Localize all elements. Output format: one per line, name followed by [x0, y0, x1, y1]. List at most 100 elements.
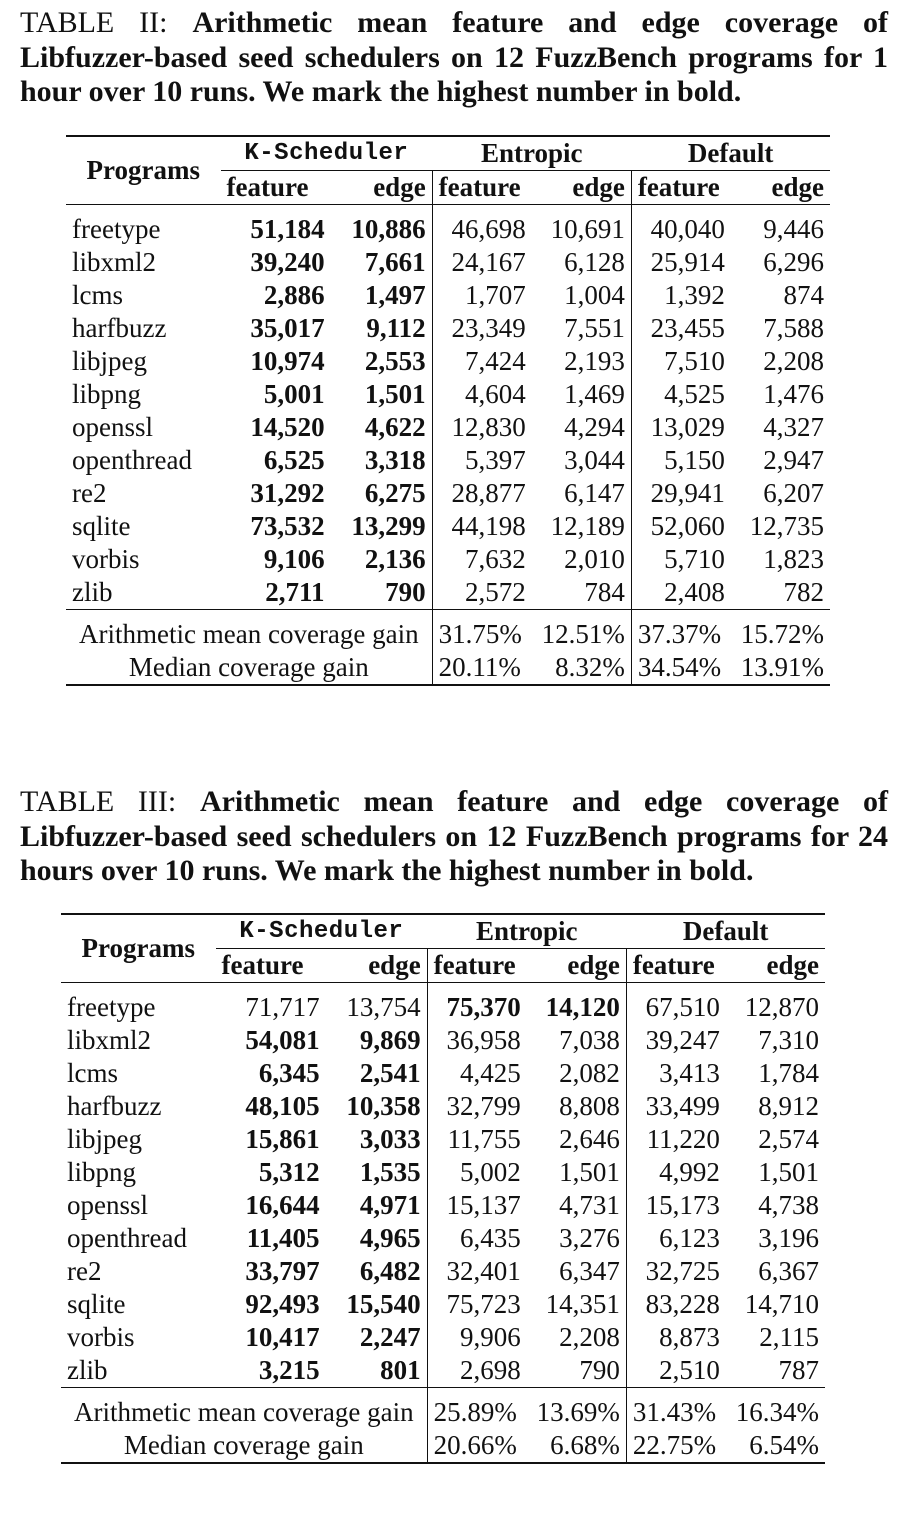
feature-value: 23,349 — [431, 312, 532, 345]
edge-value: 6,296 — [763, 247, 824, 277]
edge-value: 6,147 — [564, 478, 625, 508]
feature-value: 16,644 — [245, 1190, 320, 1220]
feature-value: 6,525 — [263, 445, 325, 475]
feature-value: 3,413 — [625, 1057, 726, 1090]
feature-gain: 20.11% — [431, 651, 532, 686]
feature-value: 54,081 — [245, 1025, 320, 1055]
feature-value: 14,520 — [250, 412, 325, 442]
edge-value: 12,189 — [550, 511, 625, 541]
edge-value: 784 — [531, 576, 632, 610]
edge-value: 6,207 — [763, 478, 824, 508]
group-header-default: Default — [631, 135, 830, 171]
sub-header-feature: feature — [625, 948, 726, 983]
feature-value: 67,510 — [625, 991, 726, 1024]
feature-value: 2,886 — [263, 280, 325, 310]
feature-value: 24,167 — [431, 246, 532, 279]
feature-value: 5,710 — [630, 543, 731, 576]
group-header-default: Default — [626, 913, 825, 949]
feature-value: 52,060 — [630, 510, 731, 543]
feature-value: 83,228 — [625, 1288, 726, 1321]
sub-header-feature: feature — [426, 948, 527, 983]
edge-gain: 12.51% — [541, 619, 625, 649]
summary-row: Arithmetic mean coverage gain 25.89% 13.69… — [61, 1396, 825, 1429]
edge-gain: 6.68% — [526, 1429, 627, 1464]
feature-value: 1,707 — [431, 279, 532, 312]
feature-value: 32,725 — [625, 1255, 726, 1288]
edge-value: 2,947 — [763, 445, 824, 475]
feature-value: 29,941 — [630, 477, 731, 510]
edge-value: 787 — [725, 1354, 825, 1388]
program-name: sqlite — [67, 1289, 126, 1319]
feature-value: 11,755 — [426, 1123, 527, 1156]
edge-value: 874 — [783, 280, 825, 310]
edge-value: 2,553 — [364, 346, 426, 376]
table-row: libxml2 54,081 9,869 36,958 7,038 39,247 7,310 — [61, 1024, 825, 1057]
edge-value: 801 — [325, 1354, 428, 1388]
program-name: re2 — [67, 1256, 102, 1286]
group-header-entropic: Entropic — [427, 913, 627, 949]
table-3-sub-header-row: feature edge feature edge feature edge — [61, 948, 825, 983]
edge-value: 1,823 — [763, 544, 824, 574]
feature-value: 15,137 — [426, 1189, 527, 1222]
feature-value: 73,532 — [250, 511, 325, 541]
feature-value: 2,572 — [431, 576, 532, 610]
edge-value: 1,501 — [559, 1157, 620, 1187]
feature-value: 4,525 — [630, 378, 731, 411]
program-name: libpng — [72, 379, 142, 409]
table-2-caption-text: Arithmetic mean feature and edge coverag… — [20, 6, 888, 108]
feature-value: 75,370 — [426, 991, 527, 1024]
edge-value: 790 — [330, 576, 433, 610]
feature-value: 5,397 — [431, 444, 532, 477]
table-2-caption-label: TABLE II: — [20, 6, 168, 39]
feature-value: 15,861 — [245, 1124, 320, 1154]
feature-value: 28,877 — [431, 477, 532, 510]
edge-value: 2,574 — [758, 1124, 819, 1154]
feature-value: 39,240 — [250, 247, 325, 277]
table-row: libxml2 39,240 7,661 24,167 6,128 25,914 6,296 — [66, 246, 830, 279]
program-name: harfbuzz — [72, 313, 167, 343]
edge-value: 1,004 — [564, 280, 625, 310]
feature-gain: 37.37% — [630, 618, 731, 651]
feature-value: 12,830 — [431, 411, 532, 444]
edge-value: 6,367 — [758, 1256, 819, 1286]
edge-value: 9,112 — [366, 313, 426, 343]
edge-value: 1,469 — [564, 379, 625, 409]
edge-value: 4,294 — [564, 412, 625, 442]
edge-value: 15,540 — [346, 1289, 421, 1319]
spacer-row — [61, 982, 825, 991]
table-row: libpng 5,001 1,501 4,604 1,469 4,525 1,476 — [66, 378, 830, 411]
table-row: zlib 3,215 801 2,698 790 2,510 787 — [61, 1354, 825, 1388]
edge-value: 6,275 — [364, 478, 426, 508]
edge-value: 4,731 — [559, 1190, 620, 1220]
program-name: lcms — [67, 1058, 118, 1088]
table-row: sqlite 73,532 13,299 44,198 12,189 52,060 12,7… — [66, 510, 830, 543]
table-row: libjpeg 15,861 3,033 11,755 2,646 11,220 2,574 — [61, 1123, 825, 1156]
feature-value: 7,424 — [431, 345, 532, 378]
edge-value: 1,497 — [364, 280, 426, 310]
sub-header-feature: feature — [220, 170, 331, 205]
edge-value: 2,115 — [759, 1322, 819, 1352]
summary-label: Median coverage gain — [66, 651, 433, 686]
program-name: vorbis — [67, 1322, 135, 1352]
feature-gain: 34.54% — [630, 651, 731, 686]
feature-value: 5,312 — [258, 1157, 320, 1187]
table-row: lcms 6,345 2,541 4,425 2,082 3,413 1,784 — [61, 1057, 825, 1090]
edge-value: 14,351 — [545, 1289, 620, 1319]
feature-value: 46,698 — [431, 213, 532, 246]
edge-value: 2,208 — [559, 1322, 620, 1352]
spacer-row — [66, 609, 830, 618]
edge-value: 1,784 — [758, 1058, 819, 1088]
table-row: libpng 5,312 1,535 5,002 1,501 4,992 1,501 — [61, 1156, 825, 1189]
feature-value: 11,405 — [246, 1223, 320, 1253]
table-2-sub-header-row: feature edge feature edge feature edge — [66, 170, 830, 205]
summary-label: Median coverage gain — [61, 1429, 428, 1464]
feature-value: 3,215 — [215, 1354, 326, 1388]
table-2-group-header-row: Programs K-Scheduler Entropic Default — [66, 135, 830, 205]
program-name: libjpeg — [72, 346, 147, 376]
edge-value: 9,446 — [763, 214, 824, 244]
feature-value: 5,150 — [630, 444, 731, 477]
program-name: vorbis — [72, 544, 140, 574]
edge-value: 2,136 — [364, 544, 426, 574]
table-3: Programs K-Scheduler Entropic Default fe… — [61, 913, 825, 1464]
edge-value: 2,010 — [564, 544, 625, 574]
